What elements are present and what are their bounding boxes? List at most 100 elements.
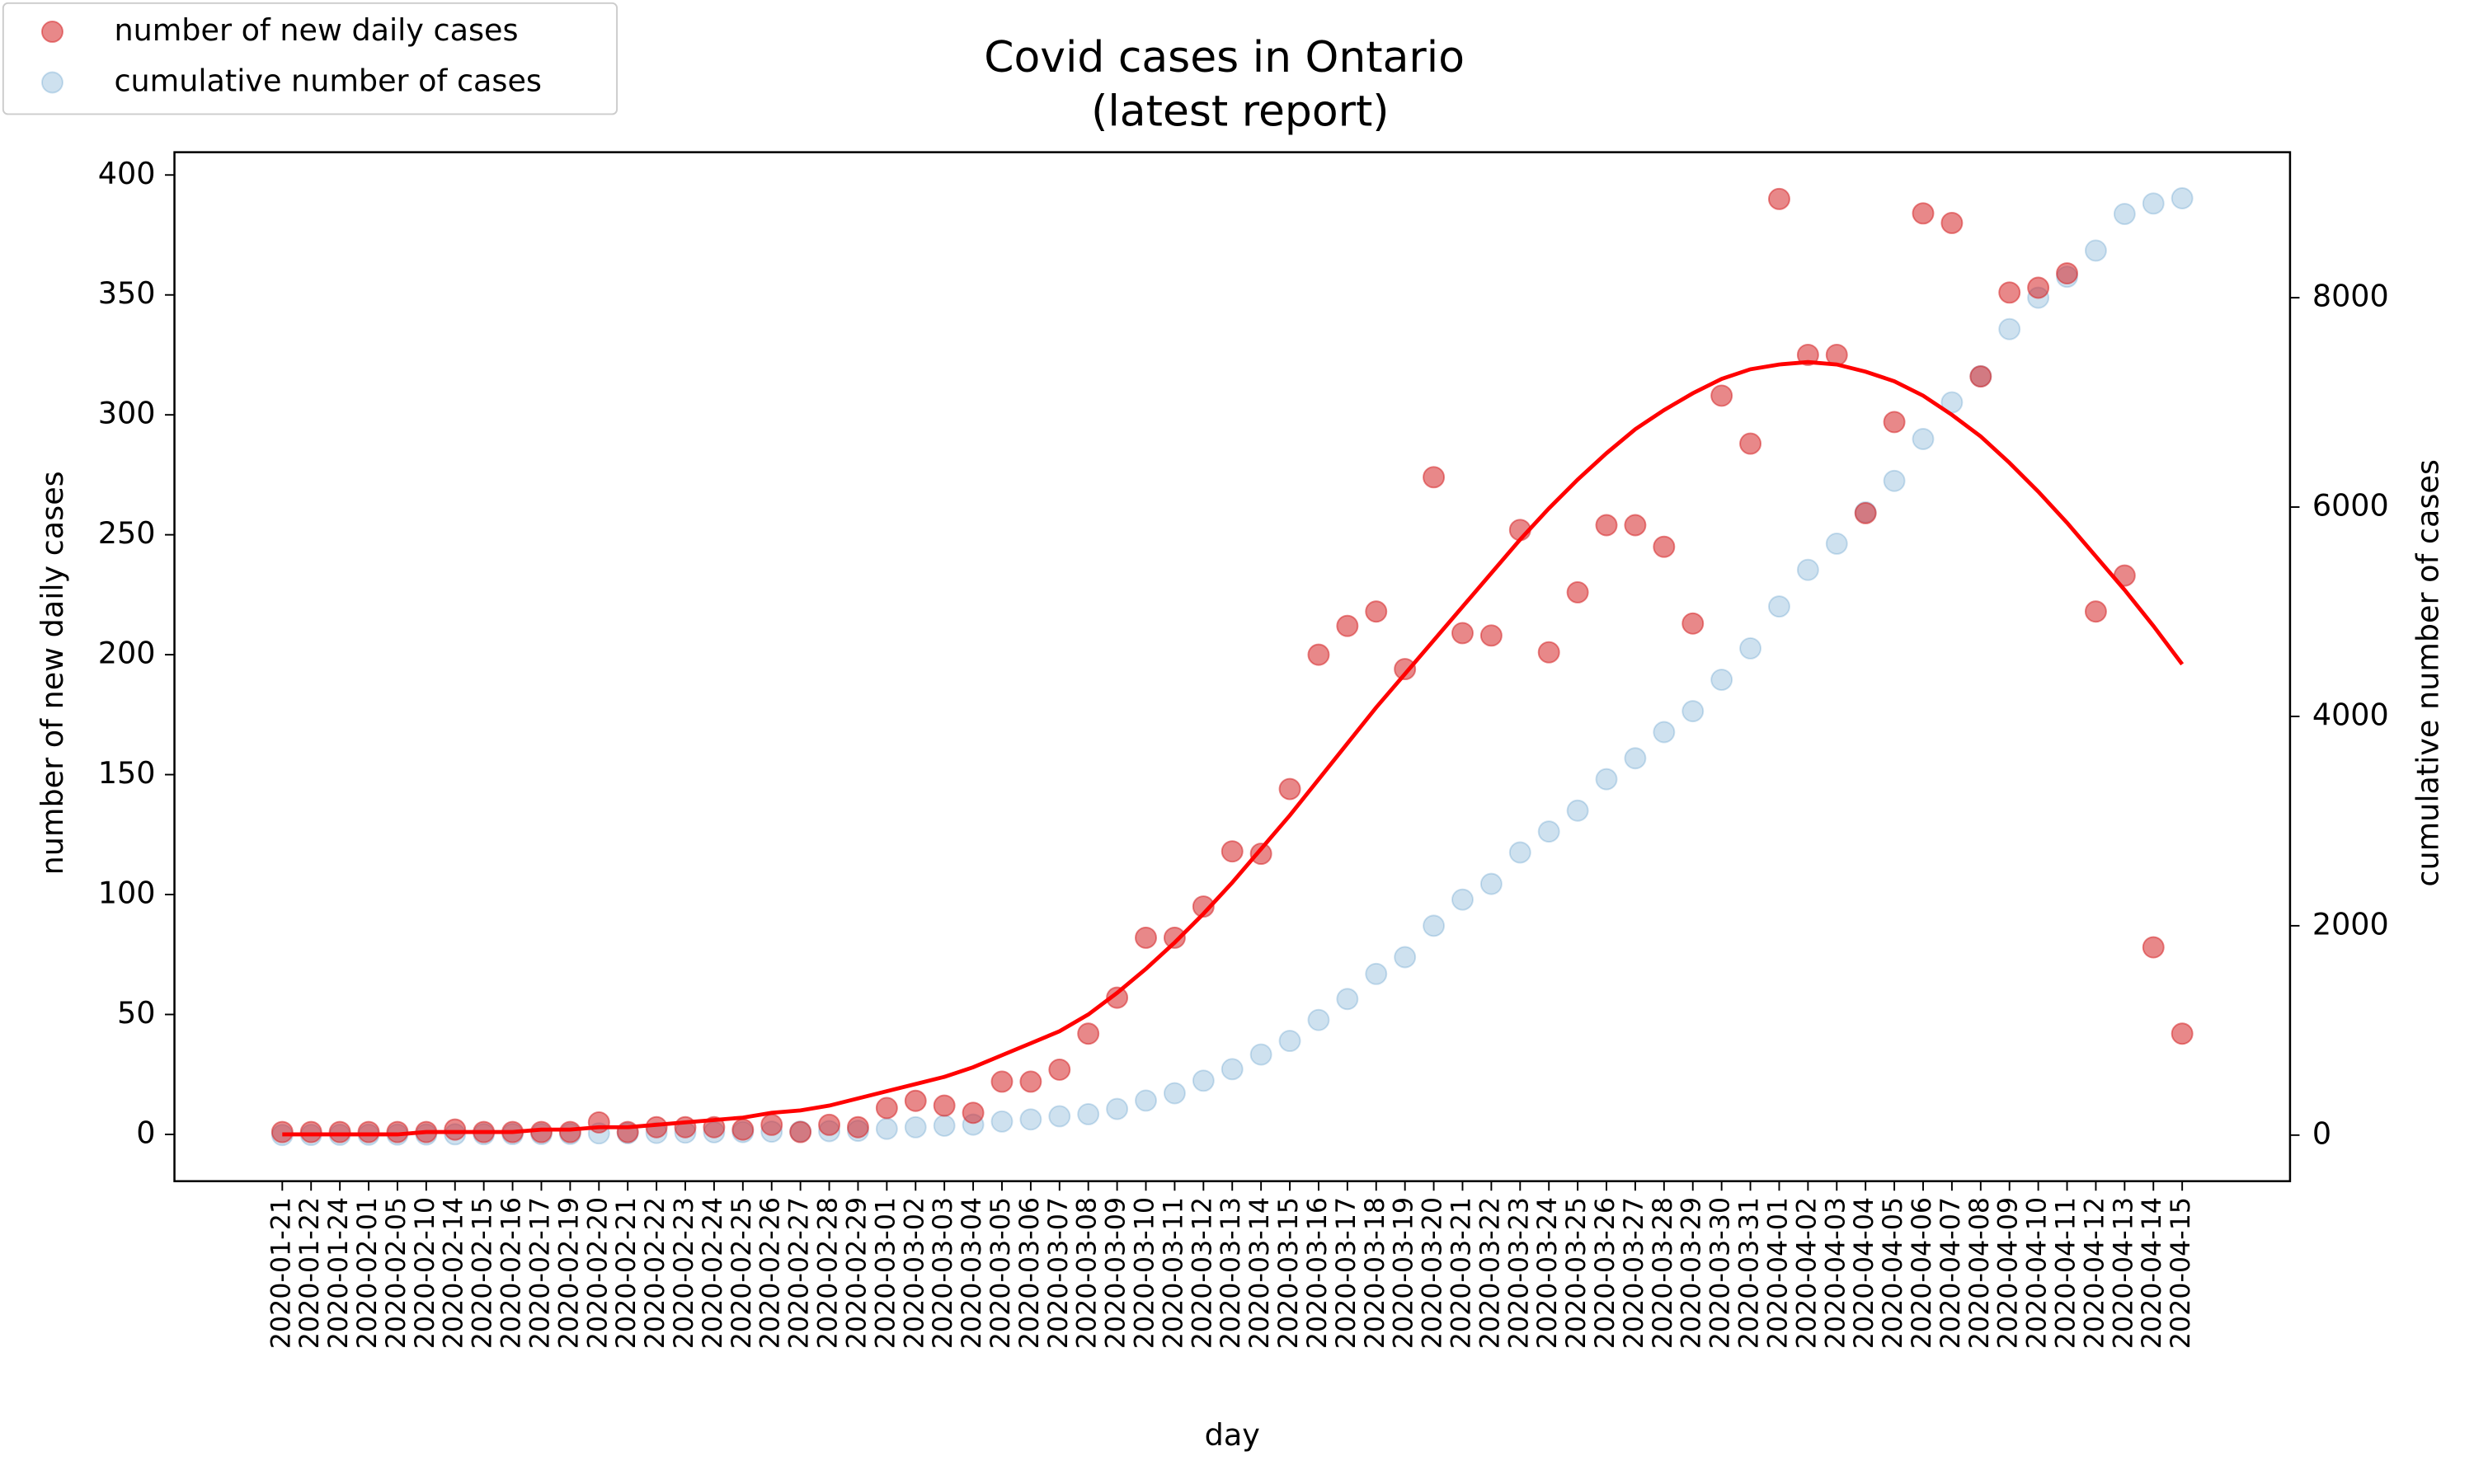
data-point — [962, 1101, 985, 1125]
y2-tick-label: 2000 — [2312, 906, 2389, 942]
x-tick-label: 2020-03-30 — [1706, 1197, 1736, 1349]
data-point — [1307, 1008, 1330, 1031]
x-tick-label: 2020-04-01 — [1763, 1197, 1793, 1349]
x-tick-label: 2020-02-17 — [525, 1197, 555, 1349]
x-tick-label: 2020-03-15 — [1274, 1197, 1304, 1349]
data-point — [933, 1114, 956, 1137]
data-point — [2171, 187, 2194, 209]
data-point — [990, 1070, 1014, 1093]
data-point — [1883, 411, 1906, 434]
data-point — [1710, 669, 1733, 691]
data-point — [1221, 840, 1244, 863]
data-point — [1912, 202, 1935, 225]
y-tick-label: 400 — [98, 156, 156, 191]
x-tick-label: 2020-02-24 — [698, 1197, 728, 1349]
data-point — [1508, 841, 1531, 864]
x-tick-label: 2020-02-16 — [497, 1197, 527, 1349]
data-point — [846, 1115, 869, 1139]
x-tick-label: 2020-03-24 — [1533, 1197, 1563, 1349]
data-point — [1163, 926, 1186, 949]
y-tick-label: 150 — [98, 755, 156, 791]
legend: number of new daily cases cumulative numb… — [2, 2, 618, 115]
data-point — [2171, 1022, 2194, 1045]
x-tick-label: 2020-01-22 — [295, 1197, 325, 1349]
data-point — [990, 1110, 1014, 1133]
data-point — [1796, 343, 1819, 366]
x-tick-label: 2020-04-06 — [1907, 1197, 1937, 1349]
data-point — [2142, 192, 2165, 215]
y-axis-label: number of new daily cases — [35, 471, 70, 875]
x-tick-label: 2020-03-16 — [1303, 1197, 1333, 1349]
data-point — [1365, 962, 1388, 985]
x-tick-label: 2020-04-05 — [1879, 1197, 1908, 1349]
x-tick-label: 2020-02-25 — [727, 1197, 757, 1349]
x-tick-label: 2020-03-03 — [929, 1197, 958, 1349]
data-point — [1624, 514, 1647, 537]
x-tick-label: 2020-02-26 — [756, 1197, 786, 1349]
y2-tick-label: 0 — [2312, 1115, 2331, 1151]
x-tick-label: 2020-02-23 — [670, 1197, 699, 1349]
data-point — [731, 1118, 755, 1141]
data-point — [1854, 501, 1877, 524]
y2-tick-label: 6000 — [2312, 488, 2389, 524]
chart-title: Covid cases in Ontario — [984, 33, 1465, 82]
data-point — [1595, 514, 1618, 537]
data-point — [1249, 1043, 1272, 1066]
data-point — [1019, 1070, 1042, 1093]
data-point — [1135, 926, 1157, 949]
data-point — [1336, 614, 1359, 637]
x-tick-label: 2020-04-02 — [1792, 1197, 1822, 1349]
x-tick-label: 2020-03-25 — [1562, 1197, 1592, 1349]
y2-axis-label: cumulative number of cases — [2411, 459, 2446, 887]
data-point — [1106, 986, 1129, 1009]
chart-subtitle: (latest report) — [1091, 87, 1389, 136]
data-point — [1135, 1089, 1157, 1112]
data-point — [875, 1117, 898, 1140]
x-tick-label: 2020-04-03 — [1821, 1197, 1851, 1349]
x-tick-label: 2020-02-21 — [612, 1197, 642, 1349]
data-point — [1423, 914, 1446, 937]
x-tick-label: 2020-04-11 — [2052, 1197, 2081, 1349]
x-tick-label: 2020-02-01 — [353, 1197, 383, 1349]
x-tick-label: 2020-03-18 — [1361, 1197, 1390, 1349]
data-point — [299, 1120, 322, 1144]
x-tick-label: 2020-02-19 — [554, 1197, 584, 1349]
data-point — [1681, 612, 1705, 635]
data-point — [1192, 895, 1215, 918]
data-point — [1278, 1030, 1301, 1053]
x-axis-label: day — [1205, 1417, 1260, 1453]
data-point — [1912, 428, 1935, 450]
data-point — [357, 1120, 380, 1144]
x-tick-label: 2020-03-05 — [986, 1197, 1016, 1349]
data-point — [1479, 872, 1503, 895]
data-point — [1883, 469, 1906, 492]
data-point — [1019, 1108, 1042, 1131]
data-point — [1451, 888, 1474, 911]
x-tick-label: 2020-02-29 — [842, 1197, 872, 1349]
data-point — [933, 1094, 956, 1117]
data-point — [1767, 187, 1790, 210]
data-point — [1739, 432, 1762, 455]
data-point — [1106, 1097, 1129, 1120]
x-tick-label: 2020-03-09 — [1102, 1197, 1131, 1349]
x-tick-label: 2020-04-08 — [1965, 1197, 1995, 1349]
data-point — [2142, 936, 2165, 959]
x-tick-label: 2020-03-02 — [900, 1197, 929, 1349]
legend-marker — [41, 21, 63, 43]
x-tick-label: 2020-03-12 — [1188, 1197, 1217, 1349]
data-point — [1998, 317, 2021, 340]
x-tick-label: 2020-03-10 — [1131, 1197, 1160, 1349]
x-tick-label: 2020-03-17 — [1332, 1197, 1362, 1349]
data-point — [1278, 777, 1301, 801]
x-tick-label: 2020-03-22 — [1475, 1197, 1505, 1349]
data-point — [1595, 768, 1618, 791]
data-point — [1048, 1105, 1071, 1128]
x-tick-label: 2020-03-28 — [1649, 1197, 1678, 1349]
x-tick-label: 2020-04-12 — [2080, 1197, 2109, 1349]
data-point — [1336, 988, 1359, 1011]
data-point — [1940, 211, 1964, 234]
data-point — [1566, 799, 1589, 822]
x-tick-label: 2020-02-22 — [641, 1197, 670, 1349]
